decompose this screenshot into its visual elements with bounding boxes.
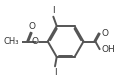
Text: I: I	[52, 6, 55, 15]
Text: O: O	[31, 37, 38, 46]
Text: CH₃: CH₃	[3, 37, 19, 46]
Text: I: I	[54, 68, 56, 77]
Text: OH: OH	[101, 45, 115, 54]
Text: O: O	[28, 22, 35, 31]
Text: O: O	[101, 29, 108, 38]
